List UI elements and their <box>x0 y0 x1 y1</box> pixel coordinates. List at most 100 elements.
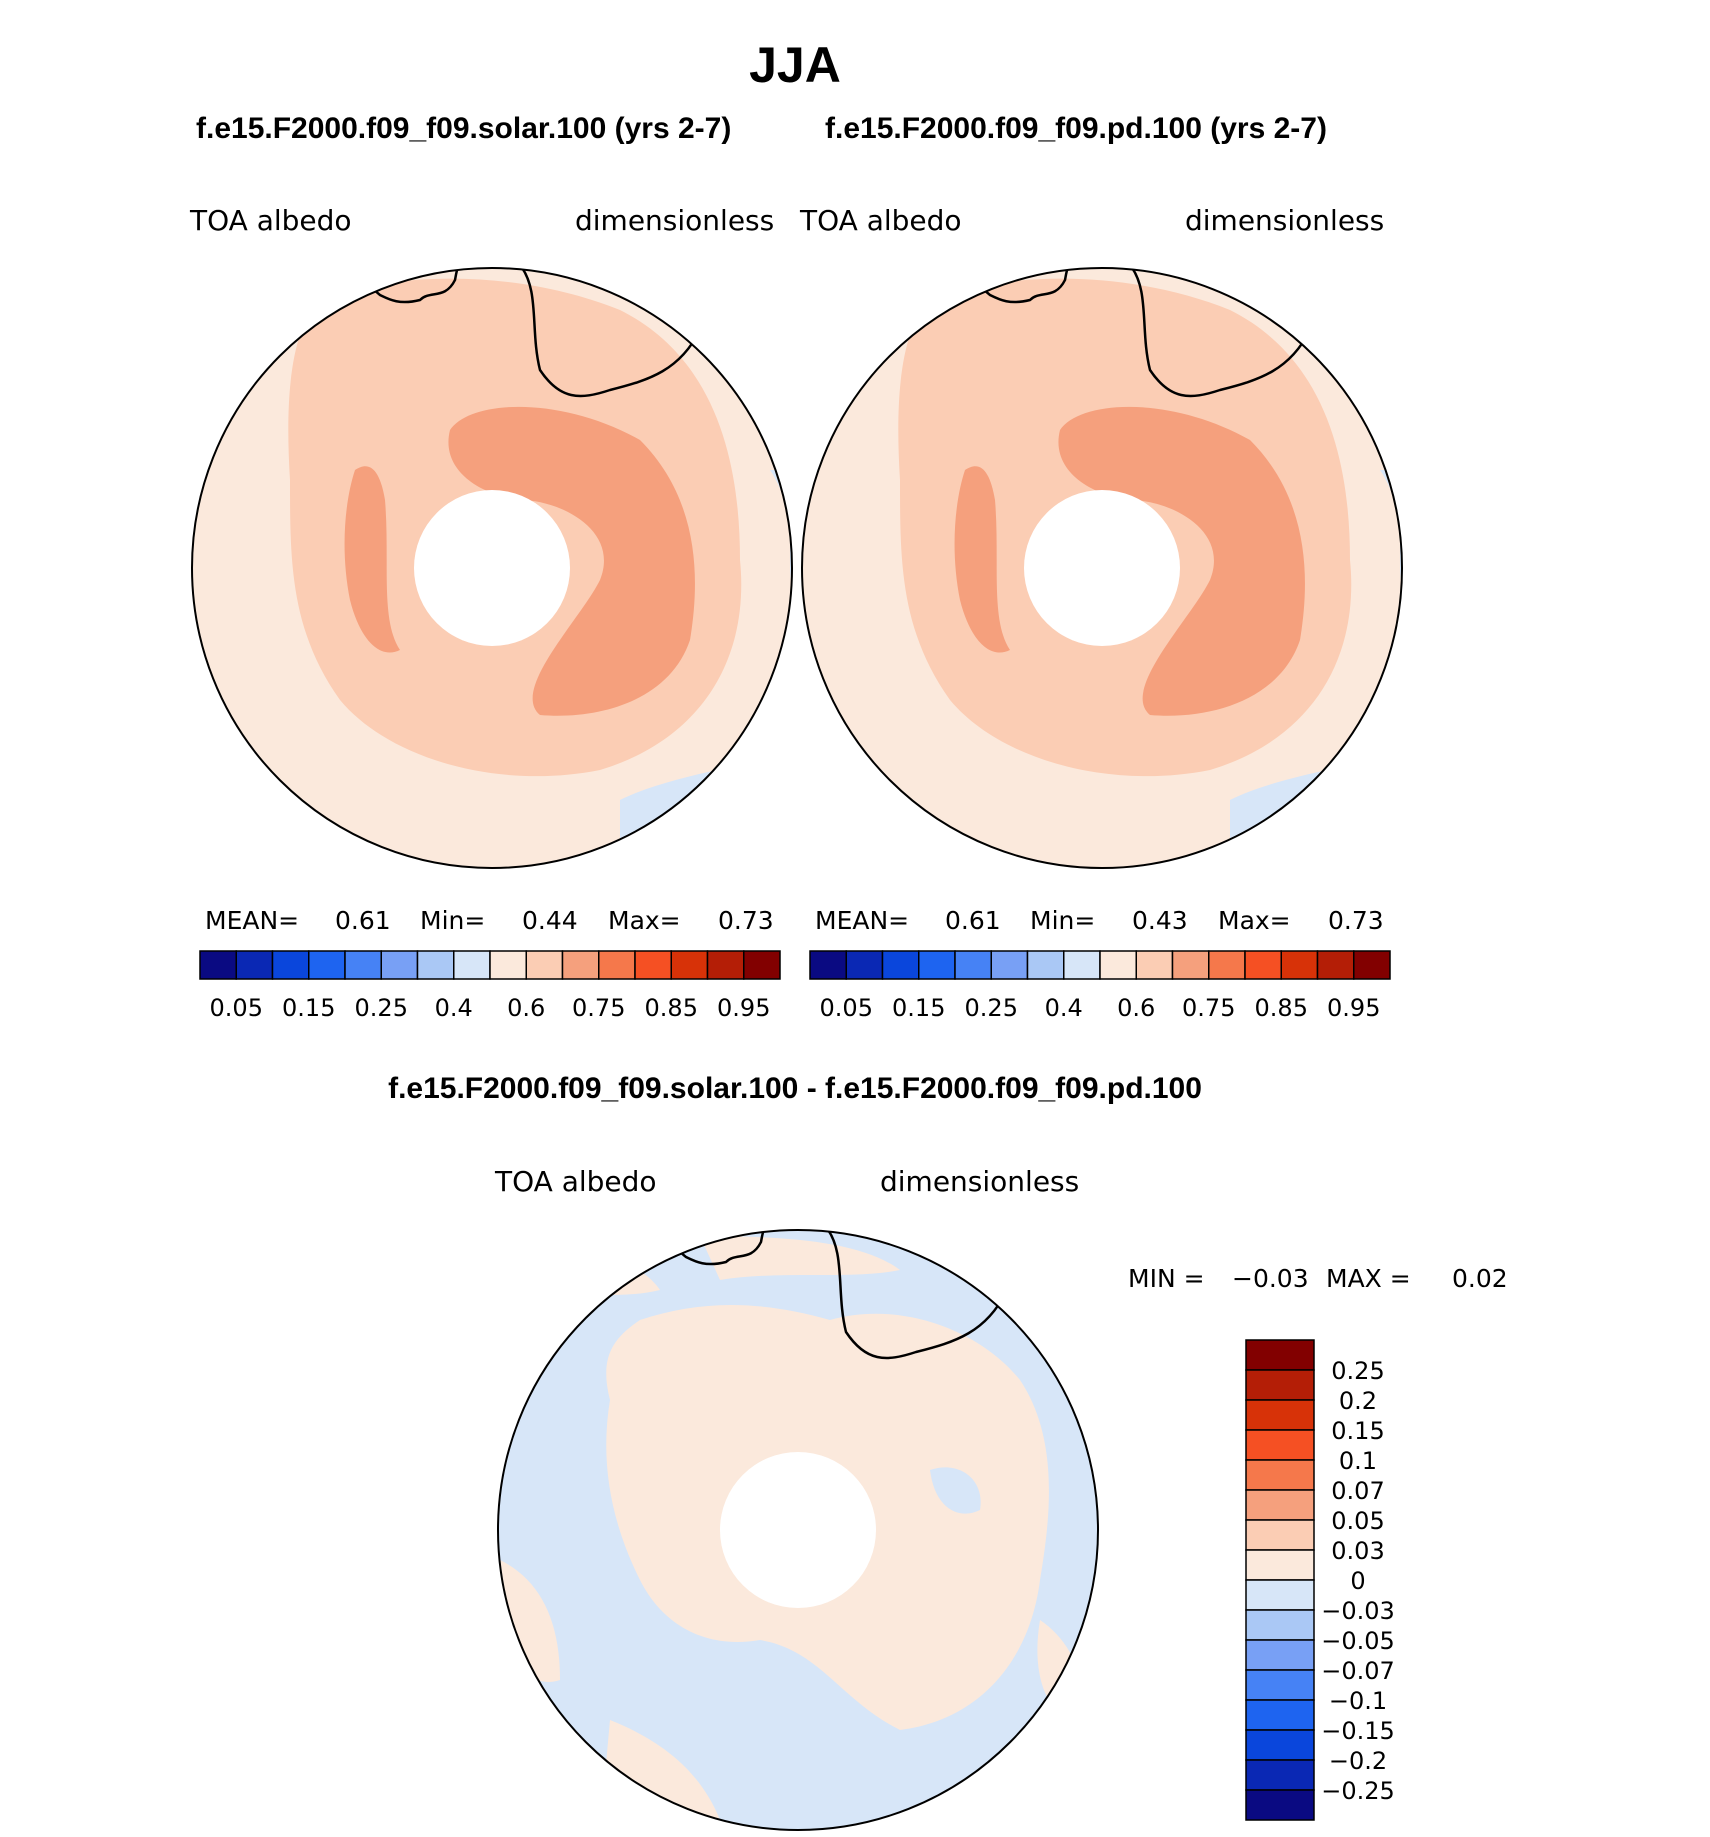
right-colorbar-swatch-3 <box>918 950 956 980</box>
left-colorbar-swatch-6 <box>416 950 455 980</box>
right-colorbar-swatch-0 <box>809 950 847 980</box>
diff-colorbar-swatch-10 <box>1245 1639 1315 1671</box>
diff-colorbar: 0.250.20.150.10.070.050.030−0.03−0.05−0.… <box>1245 1339 1395 1821</box>
left-colorbar-swatch-2 <box>271 950 310 980</box>
diff-colorbar-tick-2: 0.15 <box>1331 1417 1384 1445</box>
left-mean-label: MEAN= <box>205 906 300 935</box>
right-colorbar-tick-0: 0.05 <box>820 994 873 1022</box>
left-colorbar-swatch-15 <box>743 950 781 980</box>
diff-colorbar-tick-8: −0.03 <box>1321 1597 1395 1625</box>
right-ice-high <box>1058 406 1305 716</box>
diff-colorbar-tick-14: −0.25 <box>1321 1777 1395 1805</box>
diff-units-label: dimensionless <box>880 1165 1080 1198</box>
left-colorbar-swatch-3 <box>308 950 346 980</box>
left-colorbar-swatch-7 <box>453 950 491 980</box>
left-min-label: Min= <box>420 906 486 935</box>
diff-colorbar-tick-5: 0.05 <box>1331 1507 1384 1535</box>
diff-colorbar-swatch-2 <box>1245 1399 1315 1431</box>
left-colorbar-tick-6: 0.85 <box>645 994 698 1022</box>
diff-min-value: −0.03 <box>1232 1264 1309 1293</box>
right-mean-label: MEAN= <box>815 906 910 935</box>
right-colorbar-swatch-14 <box>1316 950 1355 980</box>
diff-colorbar-tick-13: −0.2 <box>1329 1747 1387 1775</box>
diff-negative-patch-1 <box>930 1467 981 1514</box>
diff-colorbar-swatch-15 <box>1245 1789 1315 1821</box>
diff-colorbar-swatch-14 <box>1245 1759 1315 1791</box>
diff-colorbar-swatch-9 <box>1245 1609 1315 1641</box>
difference-title: f.e15.F2000.f09_f09.solar.100 - f.e15.F2… <box>388 1072 1202 1105</box>
right-colorbar-swatch-4 <box>954 950 992 980</box>
left-colorbar-swatch-12 <box>634 950 672 980</box>
left-peninsula-high <box>344 466 400 653</box>
left-case-title: f.e15.F2000.f09_f09.solar.100 (yrs 2-7) <box>196 112 732 145</box>
right-colorbar-swatch-5 <box>990 950 1029 980</box>
left-variable-label: TOA albedo <box>190 204 352 237</box>
right-colorbar-swatch-1 <box>845 950 884 980</box>
diff-polar-map <box>497 1229 1099 1831</box>
left-min-value: 0.44 <box>522 906 578 935</box>
diff-colorbar-tick-0: 0.25 <box>1331 1357 1384 1385</box>
left-colorbar-swatch-11 <box>598 950 636 980</box>
diff-colorbar-tick-3: 0.1 <box>1339 1447 1377 1475</box>
left-max-value: 0.73 <box>718 906 774 935</box>
diff-colorbar-tick-1: 0.2 <box>1339 1387 1377 1415</box>
right-map-border <box>801 267 1403 869</box>
right-colorbar-tick-6: 0.85 <box>1255 994 1308 1022</box>
left-colorbar-tick-7: 0.95 <box>717 994 770 1022</box>
left-colorbar: 0.05 0.15 0.25 0.4 0.6 0.75 0.85 0.95 <box>199 950 781 1022</box>
left-colorbar-swatch-8 <box>489 950 527 980</box>
diff-colorbar-swatch-7 <box>1245 1549 1315 1581</box>
diff-max-value: 0.02 <box>1452 1264 1508 1293</box>
right-colorbar-tick-1: 0.15 <box>892 994 945 1022</box>
right-colorbar-tick-4: 0.6 <box>1117 994 1155 1022</box>
right-colorbar-tick-7: 0.95 <box>1327 994 1380 1022</box>
diff-positive-area-2 <box>520 1247 660 1300</box>
right-max-value: 0.73 <box>1328 906 1384 935</box>
left-colorbar-tick-4: 0.6 <box>507 994 545 1022</box>
diff-min-label: MIN = <box>1128 1264 1205 1293</box>
right-case-title: f.e15.F2000.f09_f09.pd.100 (yrs 2-7) <box>825 112 1327 145</box>
left-mean-value: 0.61 <box>335 906 391 935</box>
left-colorbar-swatch-13 <box>670 950 709 980</box>
left-colorbar-swatch-0 <box>199 950 237 980</box>
right-mean-value: 0.61 <box>945 906 1001 935</box>
diff-colorbar-tick-9: −0.05 <box>1321 1627 1395 1655</box>
left-colorbar-swatch-9 <box>525 950 564 980</box>
right-colorbar-tick-5: 0.75 <box>1182 994 1235 1022</box>
left-units-label: dimensionless <box>575 204 775 237</box>
right-colorbar-swatch-6 <box>1026 950 1065 980</box>
diff-colorbar-swatch-1 <box>1245 1369 1315 1401</box>
right-colorbar-swatch-10 <box>1171 950 1210 980</box>
diff-colorbar-swatch-6 <box>1245 1519 1315 1551</box>
right-colorbar-swatch-11 <box>1208 950 1246 980</box>
diff-max-label: MAX = <box>1326 1264 1411 1293</box>
right-min-value: 0.43 <box>1132 906 1188 935</box>
left-colorbar-swatch-1 <box>235 950 274 980</box>
diff-colorbar-swatch-0 <box>1245 1339 1315 1371</box>
left-colorbar-tick-5: 0.75 <box>572 994 625 1022</box>
right-colorbar-swatch-9 <box>1135 950 1174 980</box>
left-colorbar-tick-0: 0.05 <box>210 994 263 1022</box>
diff-colorbar-swatch-4 <box>1245 1459 1315 1491</box>
diff-colorbar-tick-11: −0.1 <box>1329 1687 1387 1715</box>
right-colorbar-swatch-12 <box>1244 950 1282 980</box>
right-variable-label: TOA albedo <box>800 204 962 237</box>
left-colorbar-swatch-14 <box>706 950 745 980</box>
right-colorbar-swatch-15 <box>1353 950 1391 980</box>
diff-colorbar-tick-4: 0.07 <box>1331 1477 1384 1505</box>
right-colorbar-swatch-2 <box>881 950 920 980</box>
left-polar-map <box>191 267 793 869</box>
right-colorbar-swatch-8 <box>1099 950 1137 980</box>
right-colorbar-swatch-7 <box>1063 950 1101 980</box>
left-colorbar-tick-2: 0.25 <box>355 994 408 1022</box>
diff-positive-area-3 <box>700 1236 900 1280</box>
diff-colorbar-tick-7: 0 <box>1350 1567 1365 1595</box>
diff-colorbar-swatch-11 <box>1245 1669 1315 1701</box>
diff-map-border <box>497 1229 1099 1831</box>
right-colorbar-swatch-13 <box>1280 950 1319 980</box>
diff-colorbar-swatch-5 <box>1245 1489 1315 1521</box>
diff-colorbar-swatch-12 <box>1245 1699 1315 1731</box>
left-colorbar-swatch-4 <box>344 950 382 980</box>
figure-title: JJA <box>749 37 841 93</box>
